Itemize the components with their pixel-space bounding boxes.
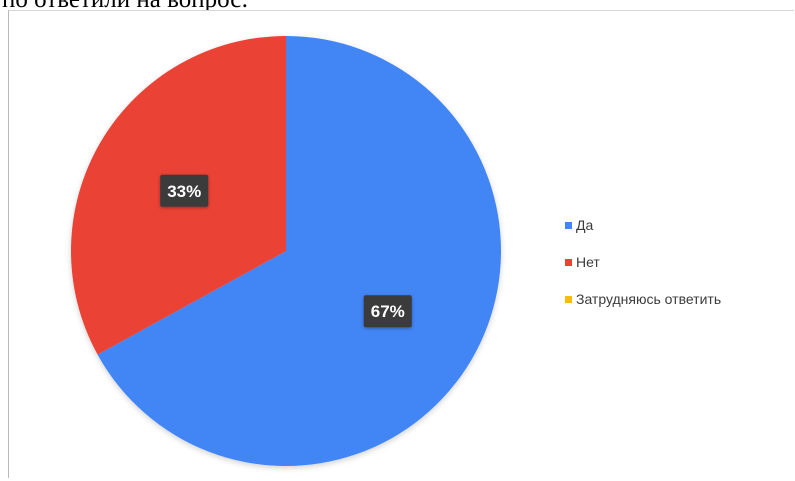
svg-text:67%: 67% — [371, 302, 405, 321]
chart-frame: 67% 33% Да Нет Затрудняюсь ответить — [8, 10, 794, 478]
legend-swatch — [565, 221, 572, 229]
chart-title-fragment: по ответили на вопрос: — [2, 0, 248, 14]
slice-value-label-1: 33% — [160, 174, 209, 207]
legend-label: Нет — [576, 254, 600, 270]
chart-legend: Да Нет Затрудняюсь ответить — [565, 216, 721, 327]
pie-slice-0 — [97, 36, 502, 466]
legend-item-yes: Да — [565, 216, 721, 234]
legend-item-hard-to-say: Затрудняюсь ответить — [565, 290, 721, 308]
pie-chart: 67% 33% — [71, 36, 502, 466]
legend-swatch — [565, 295, 572, 303]
legend-label: Затрудняюсь ответить — [576, 291, 722, 307]
legend-item-no: Нет — [565, 253, 721, 271]
svg-text:33%: 33% — [167, 182, 201, 201]
legend-label: Да — [576, 217, 594, 233]
slice-value-label-0: 67% — [363, 295, 412, 328]
legend-swatch — [565, 258, 572, 266]
